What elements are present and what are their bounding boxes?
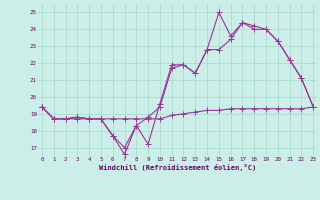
X-axis label: Windchill (Refroidissement éolien,°C): Windchill (Refroidissement éolien,°C)	[99, 164, 256, 171]
